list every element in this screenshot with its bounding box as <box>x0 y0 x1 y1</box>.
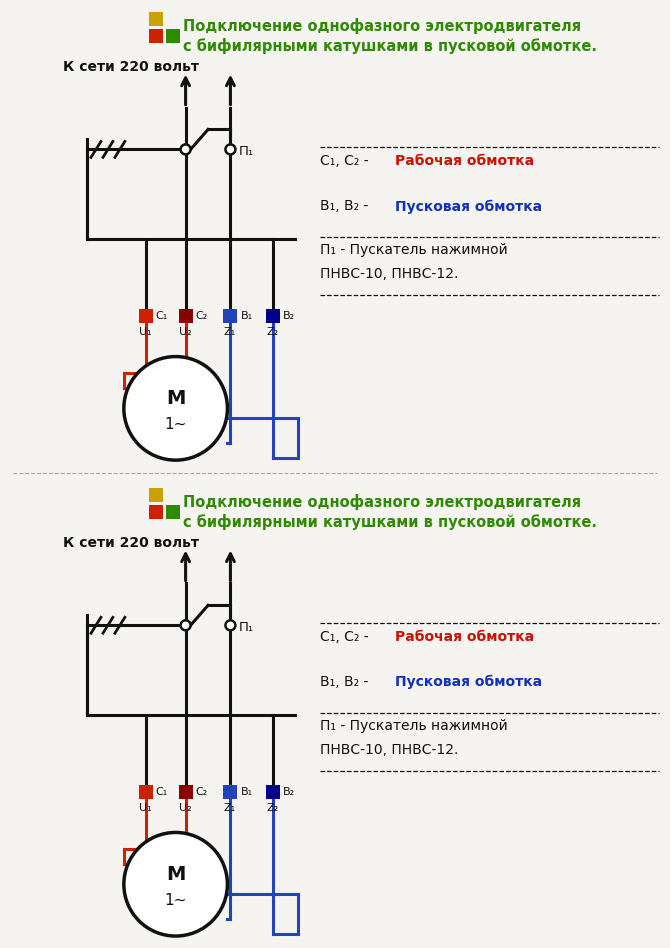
Circle shape <box>124 832 227 936</box>
Text: Z₂: Z₂ <box>266 803 279 812</box>
Text: с бифилярными катушками в пусковой обмотке.: с бифилярными катушками в пусковой обмот… <box>183 38 596 54</box>
FancyBboxPatch shape <box>179 309 192 322</box>
Text: Z₂: Z₂ <box>266 327 279 337</box>
Text: Z₁: Z₁ <box>224 803 236 812</box>
Text: В₁: В₁ <box>241 311 253 320</box>
Text: П₁ - Пускатель нажимной: П₁ - Пускатель нажимной <box>320 243 508 257</box>
FancyBboxPatch shape <box>149 12 163 26</box>
Text: U₂: U₂ <box>179 327 191 337</box>
Text: U₂: U₂ <box>179 803 191 812</box>
FancyBboxPatch shape <box>224 309 237 322</box>
Text: с бифилярными катушками в пусковой обмотке.: с бифилярными катушками в пусковой обмот… <box>183 514 596 530</box>
Text: Z₁: Z₁ <box>224 327 236 337</box>
Text: В₁: В₁ <box>241 787 253 796</box>
Text: Рабочая обмотка: Рабочая обмотка <box>395 630 534 645</box>
Text: М: М <box>166 865 186 884</box>
FancyBboxPatch shape <box>165 28 180 43</box>
Text: П₁ - Пускатель нажимной: П₁ - Пускатель нажимной <box>320 719 508 733</box>
Text: С₂: С₂ <box>196 311 208 320</box>
Text: П₁: П₁ <box>239 621 253 634</box>
Text: 1~: 1~ <box>164 893 187 907</box>
FancyBboxPatch shape <box>266 309 280 322</box>
Text: М: М <box>166 389 186 408</box>
Text: Пусковая обмотка: Пусковая обмотка <box>395 675 542 689</box>
Text: С₁, С₂ -: С₁, С₂ - <box>320 630 373 645</box>
Text: ПНВС-10, ПНВС-12.: ПНВС-10, ПНВС-12. <box>320 743 458 757</box>
Text: С₁: С₁ <box>155 787 168 796</box>
Text: Подключение однофазного электродвигателя: Подключение однофазного электродвигателя <box>183 494 581 510</box>
Text: С₂: С₂ <box>196 787 208 796</box>
Text: С₁, С₂ -: С₁, С₂ - <box>320 155 373 169</box>
Text: К сети 220 вольт: К сети 220 вольт <box>63 60 199 74</box>
Text: Подключение однофазного электродвигателя: Подключение однофазного электродвигателя <box>183 18 581 34</box>
Text: П₁: П₁ <box>239 145 253 158</box>
Circle shape <box>124 356 227 460</box>
FancyBboxPatch shape <box>149 488 163 501</box>
Text: С₁: С₁ <box>155 311 168 320</box>
Text: В₂: В₂ <box>283 787 295 796</box>
FancyBboxPatch shape <box>149 504 163 519</box>
Text: К сети 220 вольт: К сети 220 вольт <box>63 536 199 550</box>
FancyBboxPatch shape <box>149 28 163 43</box>
Circle shape <box>181 144 190 155</box>
Text: ПНВС-10, ПНВС-12.: ПНВС-10, ПНВС-12. <box>320 267 458 281</box>
Text: В₁, В₂ -: В₁, В₂ - <box>320 675 373 689</box>
FancyBboxPatch shape <box>179 785 192 798</box>
Text: В₂: В₂ <box>283 311 295 320</box>
Circle shape <box>225 144 235 155</box>
Circle shape <box>225 620 235 630</box>
Text: В₁, В₂ -: В₁, В₂ - <box>320 199 373 213</box>
FancyBboxPatch shape <box>266 785 280 798</box>
FancyBboxPatch shape <box>139 309 153 322</box>
Text: 1~: 1~ <box>164 417 187 431</box>
FancyBboxPatch shape <box>224 785 237 798</box>
Circle shape <box>181 620 190 630</box>
FancyBboxPatch shape <box>165 504 180 519</box>
Text: Рабочая обмотка: Рабочая обмотка <box>395 155 534 169</box>
FancyBboxPatch shape <box>139 785 153 798</box>
Text: U₁: U₁ <box>139 803 151 812</box>
Text: Пусковая обмотка: Пусковая обмотка <box>395 199 542 213</box>
Text: U₁: U₁ <box>139 327 151 337</box>
